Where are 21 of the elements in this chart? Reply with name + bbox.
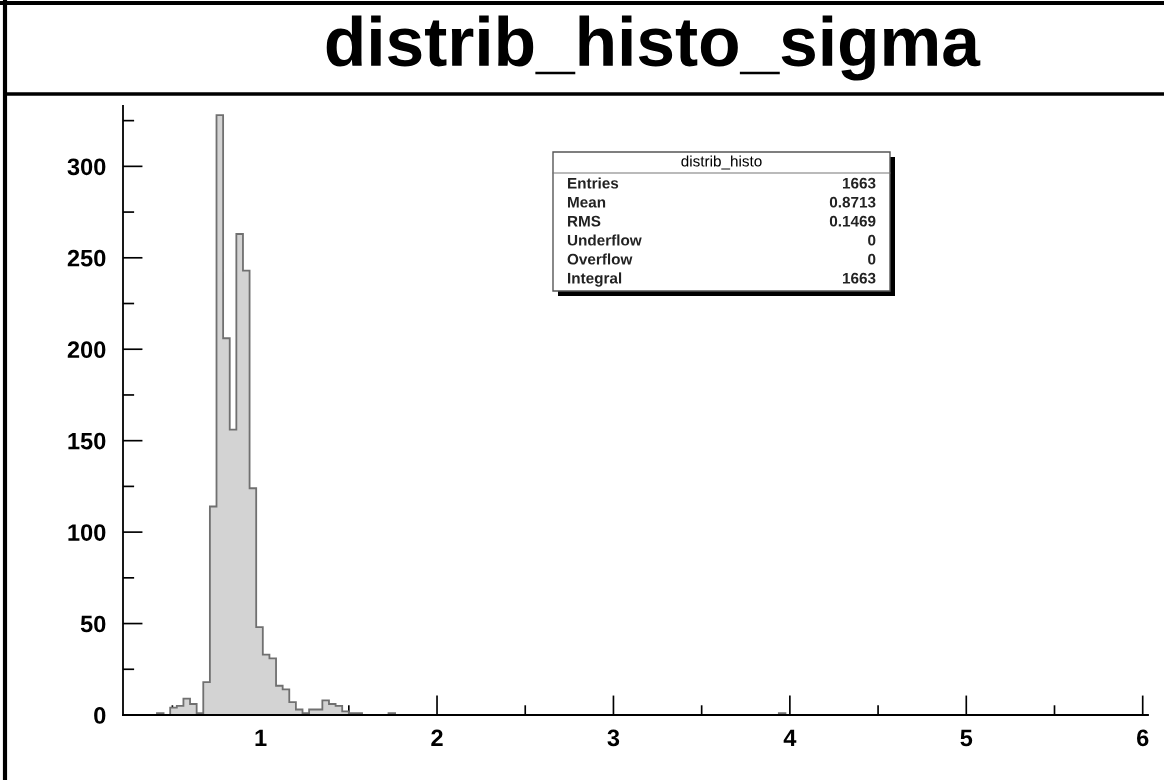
text: RMS 0.1469: [568, 215, 876, 227]
text: Underflow 0: [567, 234, 876, 246]
x-tick-label: 4: [783, 729, 797, 746]
x-tick-label: 6: [1137, 729, 1149, 747]
x-tick-label: 2: [431, 729, 443, 746]
text: Integral 1663: [568, 272, 876, 287]
x-tick-label: 1: [255, 729, 267, 746]
y-tick-label: 300: [67, 158, 106, 176]
text: Entries 1663: [568, 177, 876, 189]
y-tick-label: 250: [67, 249, 106, 267]
y-tick-label: 200: [67, 341, 106, 359]
annotation: distrib_histo: [681, 155, 762, 170]
y-tick-label: 100: [68, 524, 106, 541]
text: Overflow 0: [567, 253, 876, 265]
y-tick-label: 0: [94, 707, 106, 724]
x-tick-label: 3: [607, 729, 620, 747]
y-tick-label: 50: [80, 615, 106, 633]
x-tick-label: 5: [960, 729, 973, 747]
text: Mean 0.8713: [568, 196, 876, 208]
y-tick-label: 150: [68, 432, 106, 450]
chart-title: distrib_histo_sigma: [326, 15, 981, 81]
